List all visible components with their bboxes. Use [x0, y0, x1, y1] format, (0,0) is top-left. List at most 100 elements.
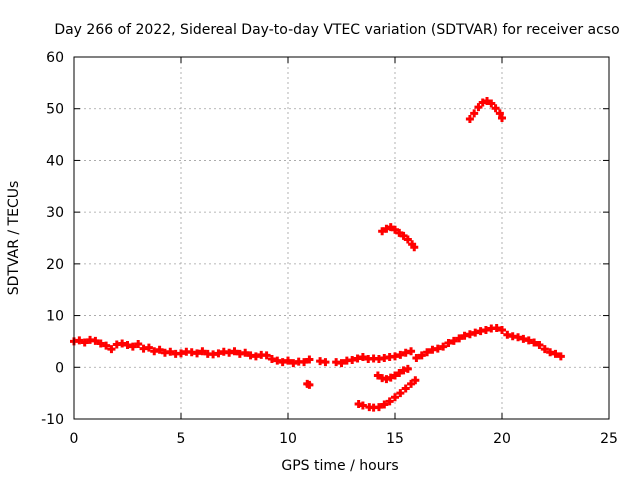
data-point — [382, 375, 391, 384]
data-point — [193, 349, 202, 358]
y-tick-label: -10 — [41, 412, 64, 428]
data-point — [444, 338, 453, 347]
data-point — [483, 96, 492, 105]
x-tick-label: 15 — [386, 431, 404, 447]
data-point — [102, 341, 111, 350]
data-point — [449, 336, 458, 345]
data-point — [386, 223, 395, 232]
data-point — [474, 103, 483, 112]
data-point — [395, 228, 404, 237]
data-point — [498, 326, 506, 335]
data-point — [214, 349, 223, 358]
x-tick-label: 0 — [70, 431, 79, 447]
data-point — [107, 345, 116, 354]
data-point — [401, 384, 410, 393]
x-tick-label: 25 — [600, 431, 618, 447]
y-tick-label: 60 — [46, 50, 64, 66]
data-point — [530, 338, 539, 347]
x-tick-label: 20 — [493, 431, 511, 447]
y-tick-label: 0 — [55, 360, 64, 376]
data-point — [278, 358, 287, 367]
data-point — [495, 109, 504, 118]
data-point — [144, 343, 153, 352]
x-axis-label: GPS time / hours — [281, 458, 398, 474]
data-point — [321, 358, 330, 367]
y-tick-label: 10 — [46, 309, 64, 325]
data-point — [382, 224, 391, 233]
data-point — [487, 99, 496, 108]
data-point — [354, 400, 363, 409]
data-point — [230, 347, 239, 356]
data-point — [118, 339, 127, 348]
data-point — [91, 336, 100, 345]
data-point — [337, 359, 346, 368]
data-point — [433, 344, 442, 353]
data-point — [514, 333, 523, 342]
data-point — [403, 364, 412, 373]
data-point — [155, 345, 164, 354]
data-point — [396, 389, 405, 398]
data-point — [386, 373, 395, 382]
data-point — [380, 400, 389, 409]
data-point — [546, 348, 555, 357]
data-point — [519, 334, 528, 343]
data-point — [460, 331, 469, 340]
data-point — [358, 401, 367, 410]
data-point — [241, 348, 250, 357]
data-point — [391, 352, 399, 361]
data-point — [465, 115, 474, 124]
data-point — [225, 348, 234, 357]
data-point — [401, 348, 410, 357]
data-point — [411, 376, 420, 385]
data-point — [358, 352, 367, 361]
data-point — [481, 326, 490, 335]
data-point — [396, 350, 405, 359]
data-point — [478, 98, 487, 107]
x-tick-label: 10 — [279, 431, 297, 447]
data-points — [70, 96, 565, 412]
data-point — [123, 341, 132, 350]
data-point — [498, 114, 506, 123]
data-point — [267, 355, 276, 364]
data-point — [177, 349, 185, 358]
data-point — [391, 225, 399, 234]
data-point — [391, 393, 399, 402]
data-point — [439, 342, 448, 351]
y-tick-label: 30 — [46, 205, 64, 221]
data-point — [273, 356, 282, 365]
data-point — [412, 353, 421, 362]
axis-ticks: 0 5 10 15 20 25 -10 0 10 20 30 40 50 60 — [41, 50, 618, 447]
data-point — [503, 330, 512, 339]
data-point — [128, 342, 137, 351]
data-point — [407, 347, 416, 356]
chart-title: Day 266 of 2022, Sidereal Day-to-day VTE… — [54, 22, 619, 38]
data-point — [378, 227, 387, 236]
y-tick-label: 20 — [46, 257, 64, 273]
data-point — [492, 323, 501, 332]
data-point — [391, 371, 399, 380]
data-point — [166, 347, 175, 356]
data-point — [423, 348, 432, 357]
data-point — [134, 340, 143, 349]
data-point — [198, 347, 207, 356]
data-point — [373, 371, 382, 380]
data-point — [455, 334, 464, 343]
y-tick-label: 50 — [46, 102, 64, 118]
data-point — [556, 352, 565, 361]
x-tick-label: 5 — [177, 431, 186, 447]
data-point — [353, 354, 362, 363]
data-point — [395, 368, 404, 377]
data-point — [262, 351, 271, 360]
data-point — [251, 352, 260, 361]
data-point — [407, 379, 416, 388]
data-point — [289, 359, 298, 368]
data-point — [80, 338, 89, 347]
data-point — [465, 330, 474, 339]
data-point — [491, 104, 500, 113]
data-point — [535, 341, 544, 350]
data-point — [470, 109, 479, 118]
data-point — [524, 336, 533, 345]
data-point — [305, 355, 314, 364]
data-point — [417, 351, 426, 360]
